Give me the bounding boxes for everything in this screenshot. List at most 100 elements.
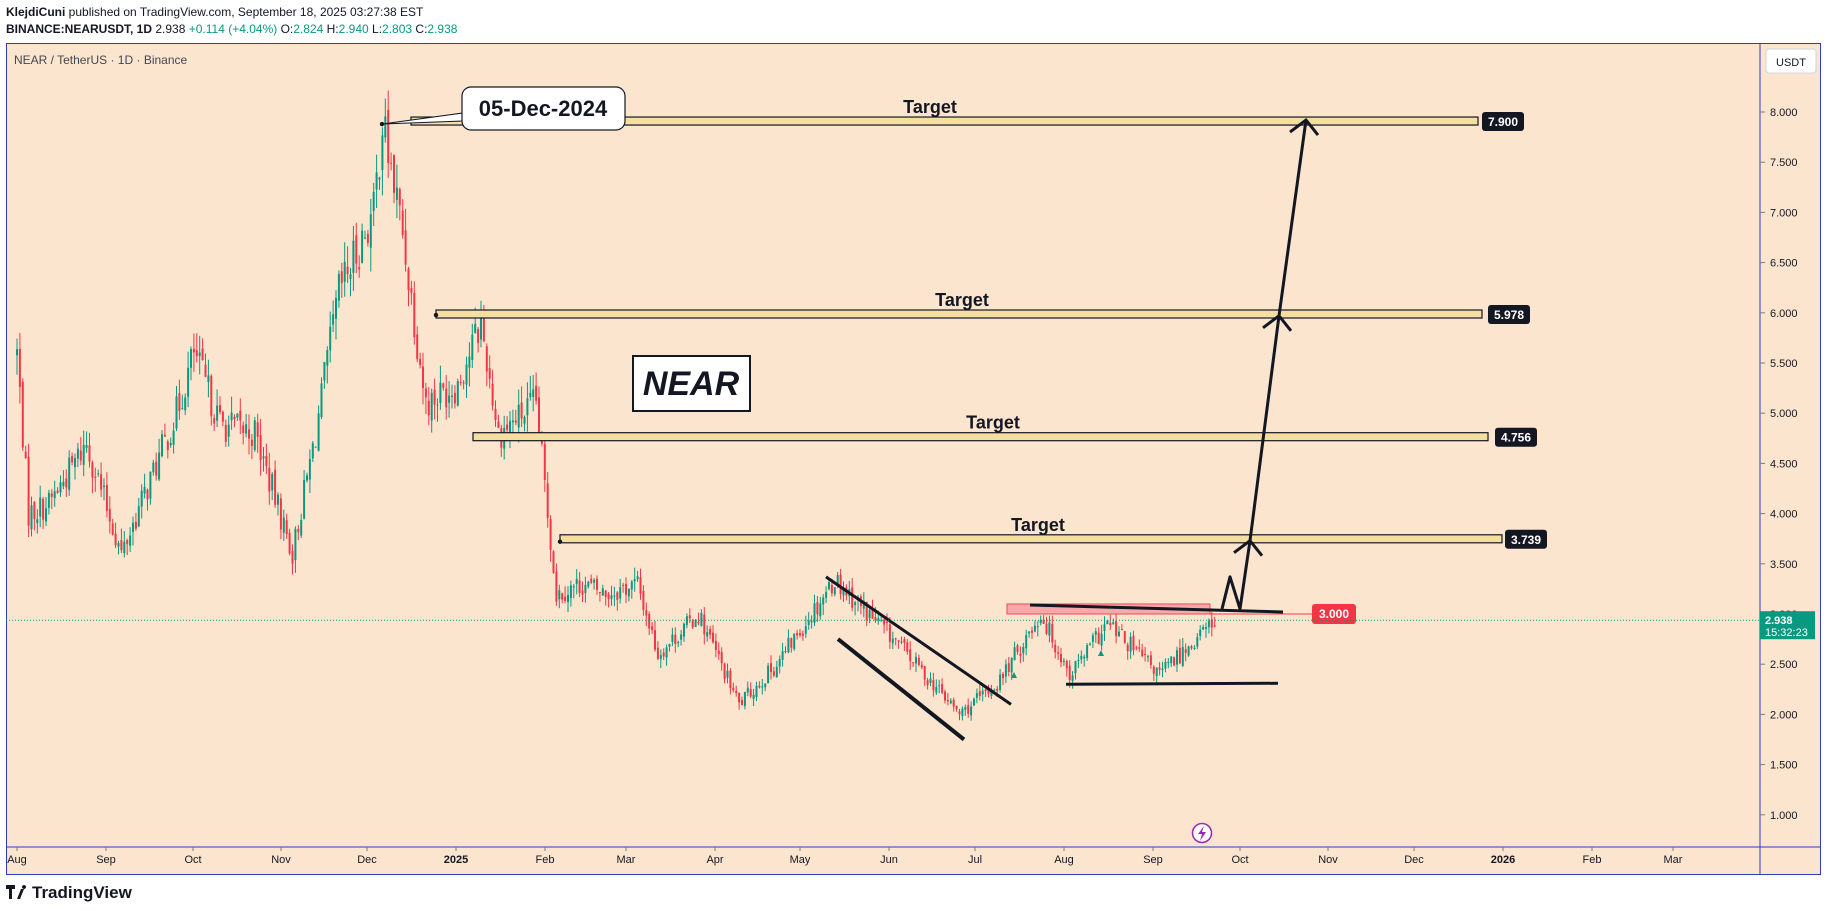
time-tick-label: Aug xyxy=(1054,854,1074,866)
publisher-name[interactable]: KlejdiCuni xyxy=(6,5,66,19)
candle-body xyxy=(874,617,877,621)
candle-body xyxy=(511,420,514,423)
candle-body xyxy=(1158,667,1161,670)
candle-body xyxy=(85,445,88,449)
candle-body xyxy=(1115,621,1118,637)
candle-body xyxy=(279,498,282,530)
candle-body xyxy=(755,685,758,697)
channel-lower-line[interactable] xyxy=(836,637,966,742)
candle-body xyxy=(619,587,622,599)
candle-body xyxy=(526,398,529,416)
candle-body xyxy=(662,652,665,657)
candle-body xyxy=(297,529,300,533)
candle-body xyxy=(271,474,274,491)
candle-body xyxy=(891,638,894,644)
candle-body xyxy=(268,467,271,492)
target-zone[interactable]: Target 5.978 xyxy=(435,290,1530,325)
candle-body xyxy=(143,487,146,494)
candle-body xyxy=(920,664,923,668)
candle-body xyxy=(308,458,311,480)
resistance-trendline[interactable] xyxy=(1029,603,1284,614)
candle-body xyxy=(593,580,596,583)
candle-body xyxy=(398,189,401,206)
candle-body xyxy=(906,642,909,652)
candle-body xyxy=(155,461,158,476)
candle-body xyxy=(387,109,390,163)
candle-body xyxy=(250,439,253,447)
time-tick-label: 2026 xyxy=(1491,854,1515,866)
candle-body xyxy=(24,451,27,459)
candle-body xyxy=(300,520,303,536)
candle-body xyxy=(1091,635,1094,642)
candle-body xyxy=(480,317,482,340)
candle-body xyxy=(56,490,59,493)
candle-body xyxy=(1106,620,1109,625)
currency-button[interactable] xyxy=(1765,48,1817,74)
candle-body xyxy=(224,424,227,442)
time-tick-label: Apr xyxy=(706,854,723,866)
target-zone[interactable]: Target 3.739 xyxy=(559,515,1547,549)
candle-body xyxy=(506,424,509,430)
candle-body xyxy=(894,638,897,640)
candle-body xyxy=(1074,660,1077,674)
candle-body xyxy=(395,187,398,200)
candle-body xyxy=(401,210,404,235)
candle-body xyxy=(729,670,732,689)
candle-body xyxy=(448,395,451,403)
target-zone[interactable]: Target 4.756 xyxy=(472,413,1537,447)
chart-frame[interactable] xyxy=(6,43,1821,875)
candle-body xyxy=(775,666,778,678)
candle-body xyxy=(187,367,190,397)
price-tick-label: 2.000 xyxy=(1770,709,1798,721)
candle-body xyxy=(877,618,880,621)
candle-body xyxy=(198,352,201,357)
candle-body xyxy=(1080,655,1083,660)
candle-body xyxy=(671,634,674,642)
candle-body xyxy=(439,382,442,404)
candle-body xyxy=(245,424,248,434)
candle-body xyxy=(749,689,752,697)
price-tick-label: 6.500 xyxy=(1770,258,1798,270)
time-tick-label: 2025 xyxy=(444,854,468,866)
candle-body xyxy=(1086,645,1089,658)
candle-body xyxy=(633,579,636,582)
candle-body xyxy=(709,629,712,635)
candle-body xyxy=(1039,619,1042,624)
candle-body xyxy=(778,659,781,667)
near-label-box[interactable] xyxy=(632,355,751,412)
candle-body xyxy=(129,535,132,546)
projection-path[interactable] xyxy=(1220,119,1308,611)
candle-body xyxy=(120,540,123,551)
candle-body xyxy=(184,397,187,411)
candle-body xyxy=(604,590,607,597)
candle-body xyxy=(958,711,961,715)
time-tick-label: Feb xyxy=(536,854,555,866)
candle-body xyxy=(216,405,219,421)
candle-body xyxy=(323,362,326,381)
candle-body xyxy=(79,450,82,461)
candle-body xyxy=(256,422,259,437)
breakout-level-badge xyxy=(1312,604,1356,624)
support-trendline[interactable] xyxy=(1065,681,1279,686)
candle-body xyxy=(91,462,94,478)
candle-body xyxy=(700,612,703,627)
candle-body xyxy=(552,551,555,573)
candle-body xyxy=(761,686,764,688)
candle-body xyxy=(996,688,999,691)
candle-body xyxy=(810,620,813,623)
candle-body xyxy=(474,323,477,333)
candle-body xyxy=(436,404,439,406)
date-callout-box[interactable] xyxy=(461,86,626,131)
candle-body xyxy=(491,383,494,406)
lightning-icon[interactable] xyxy=(1191,822,1213,844)
chart-title: NEAR / TetherUS · 1D · Binance xyxy=(14,53,188,67)
candle-body xyxy=(355,235,358,264)
symbol-info: BINANCE:NEARUSDT, 1D 2.938 +0.114 (+4.04… xyxy=(6,22,457,36)
symbol-name[interactable]: BINANCE:NEARUSDT, 1D xyxy=(6,22,153,36)
anchor-dot xyxy=(379,121,385,127)
candle-body xyxy=(680,634,683,640)
channel-upper-line[interactable] xyxy=(825,575,1012,706)
candle-body xyxy=(161,434,163,457)
tradingview-logo[interactable]: TradingView xyxy=(6,883,132,903)
